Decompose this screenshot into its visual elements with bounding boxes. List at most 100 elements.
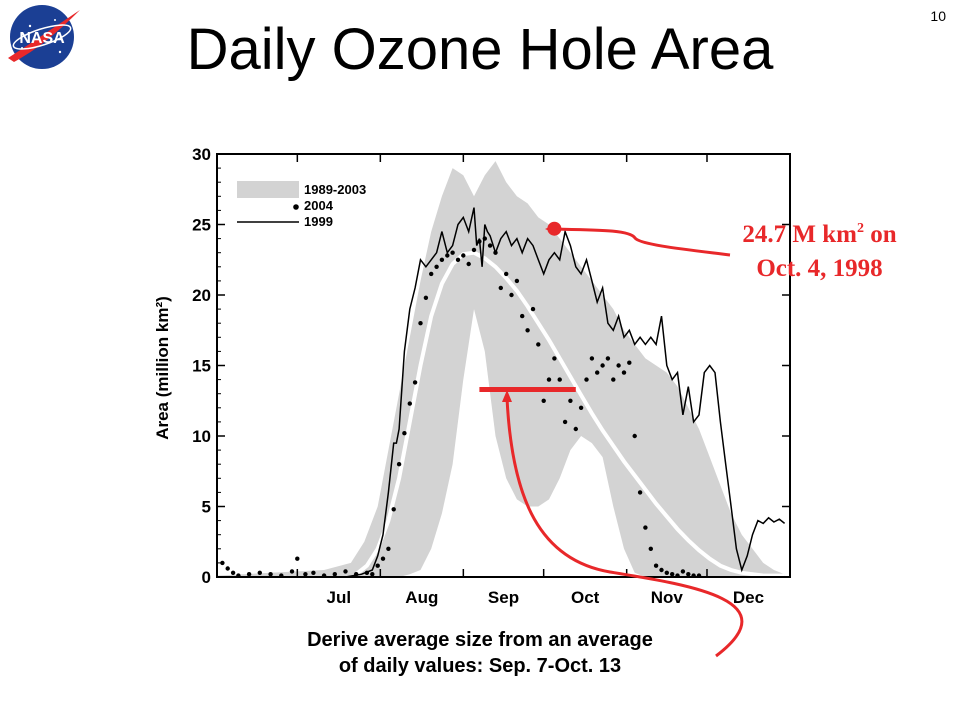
point-2004: [546, 377, 552, 382]
slide-title: Daily Ozone Hole Area: [186, 17, 774, 82]
point-2004: [686, 572, 691, 577]
point-2004: [578, 405, 584, 410]
point-2004: [589, 356, 595, 361]
point-2004: [653, 563, 659, 568]
x-tick-label: Jul: [327, 588, 352, 607]
y-tick-label: 15: [192, 357, 211, 376]
point-2004: [525, 328, 530, 333]
y-axis-label: Area (million km²): [153, 296, 172, 440]
point-2004: [616, 363, 621, 368]
point-2004: [520, 313, 525, 319]
annotation-arrow: [552, 227, 731, 257]
point-2004: [477, 239, 482, 244]
point-2004: [670, 572, 675, 577]
point-2004: [257, 570, 262, 575]
point-2004: [412, 380, 418, 385]
point-2004: [482, 236, 487, 241]
point-2004: [461, 253, 466, 258]
point-2004: [530, 306, 536, 312]
point-2004: [455, 257, 461, 262]
point-2004: [311, 570, 316, 575]
x-tick-label: Sep: [488, 588, 519, 607]
point-2004: [402, 431, 407, 436]
caption: Derive average size from an average of d…: [230, 627, 730, 679]
point-2004: [380, 556, 386, 561]
point-2004: [552, 356, 557, 361]
x-tick-label: Oct: [571, 588, 600, 607]
point-2004: [536, 342, 541, 347]
caption-arrow: [505, 397, 744, 658]
point-2004: [246, 572, 252, 577]
point-2004: [220, 560, 225, 566]
point-2004: [439, 257, 445, 262]
annotation-line-1: 24.7 M km2 on: [712, 218, 927, 252]
point-2004: [391, 507, 396, 512]
x-tick-label: Dec: [733, 588, 764, 607]
annotation-line-2: Oct. 4, 1998: [756, 254, 883, 282]
y-tick-label: 0: [202, 568, 211, 587]
y-tick-label: 25: [192, 216, 211, 235]
series-line-1999: [324, 207, 786, 578]
point-2004: [471, 247, 477, 253]
series-mean-line: [354, 250, 785, 578]
x-tick-label: Nov: [651, 588, 684, 607]
point-2004: [364, 570, 370, 575]
y-tick-label: 10: [192, 427, 211, 446]
series-band-1989-2003: [217, 161, 785, 577]
point-2004: [493, 250, 498, 255]
point-2004: [354, 572, 359, 577]
annotation-suffix: on: [863, 221, 897, 248]
point-2004: [303, 572, 308, 577]
point-2004: [643, 525, 648, 530]
legend-band-swatch: [237, 181, 299, 198]
point-2004: [498, 285, 503, 291]
x-tick-label: Aug: [405, 588, 438, 607]
legend: 1989-2003 2004 1999: [237, 181, 366, 229]
legend-label-1989-2003: 1989-2003: [304, 182, 366, 197]
point-2004: [429, 271, 434, 277]
point-2004: [600, 363, 605, 368]
point-2004: [487, 243, 493, 248]
point-2004: [434, 264, 439, 269]
point-2004: [568, 398, 573, 403]
nasa-logo-text: NASA: [19, 30, 65, 47]
annotation-superscript: 2: [856, 221, 864, 236]
point-2004: [509, 292, 514, 298]
y-tick-label: 30: [192, 145, 211, 164]
caption-line-1: Derive average size from an average: [307, 629, 653, 651]
point-2004: [504, 271, 509, 277]
caption-arrowhead: [502, 390, 512, 402]
legend-label-1999: 1999: [304, 214, 333, 229]
nasa-logo: NASA: [8, 5, 80, 69]
point-2004: [659, 567, 664, 573]
point-2004: [332, 572, 337, 577]
legend-label-2004: 2004: [304, 198, 334, 213]
point-2004: [450, 250, 455, 255]
caption-line-2: of daily values: Sep. 7-Oct. 13: [338, 655, 622, 677]
point-2004: [595, 370, 600, 375]
point-2004: [225, 566, 230, 571]
point-2004: [584, 377, 589, 382]
point-2004: [407, 401, 412, 406]
point-2004: [289, 569, 295, 574]
y-tick-label: 20: [192, 286, 211, 305]
point-2004: [295, 556, 300, 561]
legend-dot-swatch: [293, 204, 299, 210]
point-2004: [375, 563, 380, 568]
point-2004: [611, 377, 616, 382]
point-2004: [396, 462, 402, 467]
point-2004: [573, 426, 578, 432]
point-2004: [370, 572, 375, 577]
slide-number: 10: [930, 8, 946, 24]
point-2004: [268, 572, 273, 577]
point-2004: [627, 360, 632, 365]
y-tick-label: 5: [202, 498, 211, 517]
point-2004: [605, 356, 611, 361]
point-2004: [637, 490, 643, 495]
point-2004: [514, 278, 520, 284]
point-2004: [557, 377, 562, 382]
plot-area: 0 5 10 15 20 25 30 Jul Aug Sep Oct Nov Dec: [192, 145, 791, 607]
point-2004: [621, 370, 627, 375]
point-2004: [664, 570, 669, 575]
